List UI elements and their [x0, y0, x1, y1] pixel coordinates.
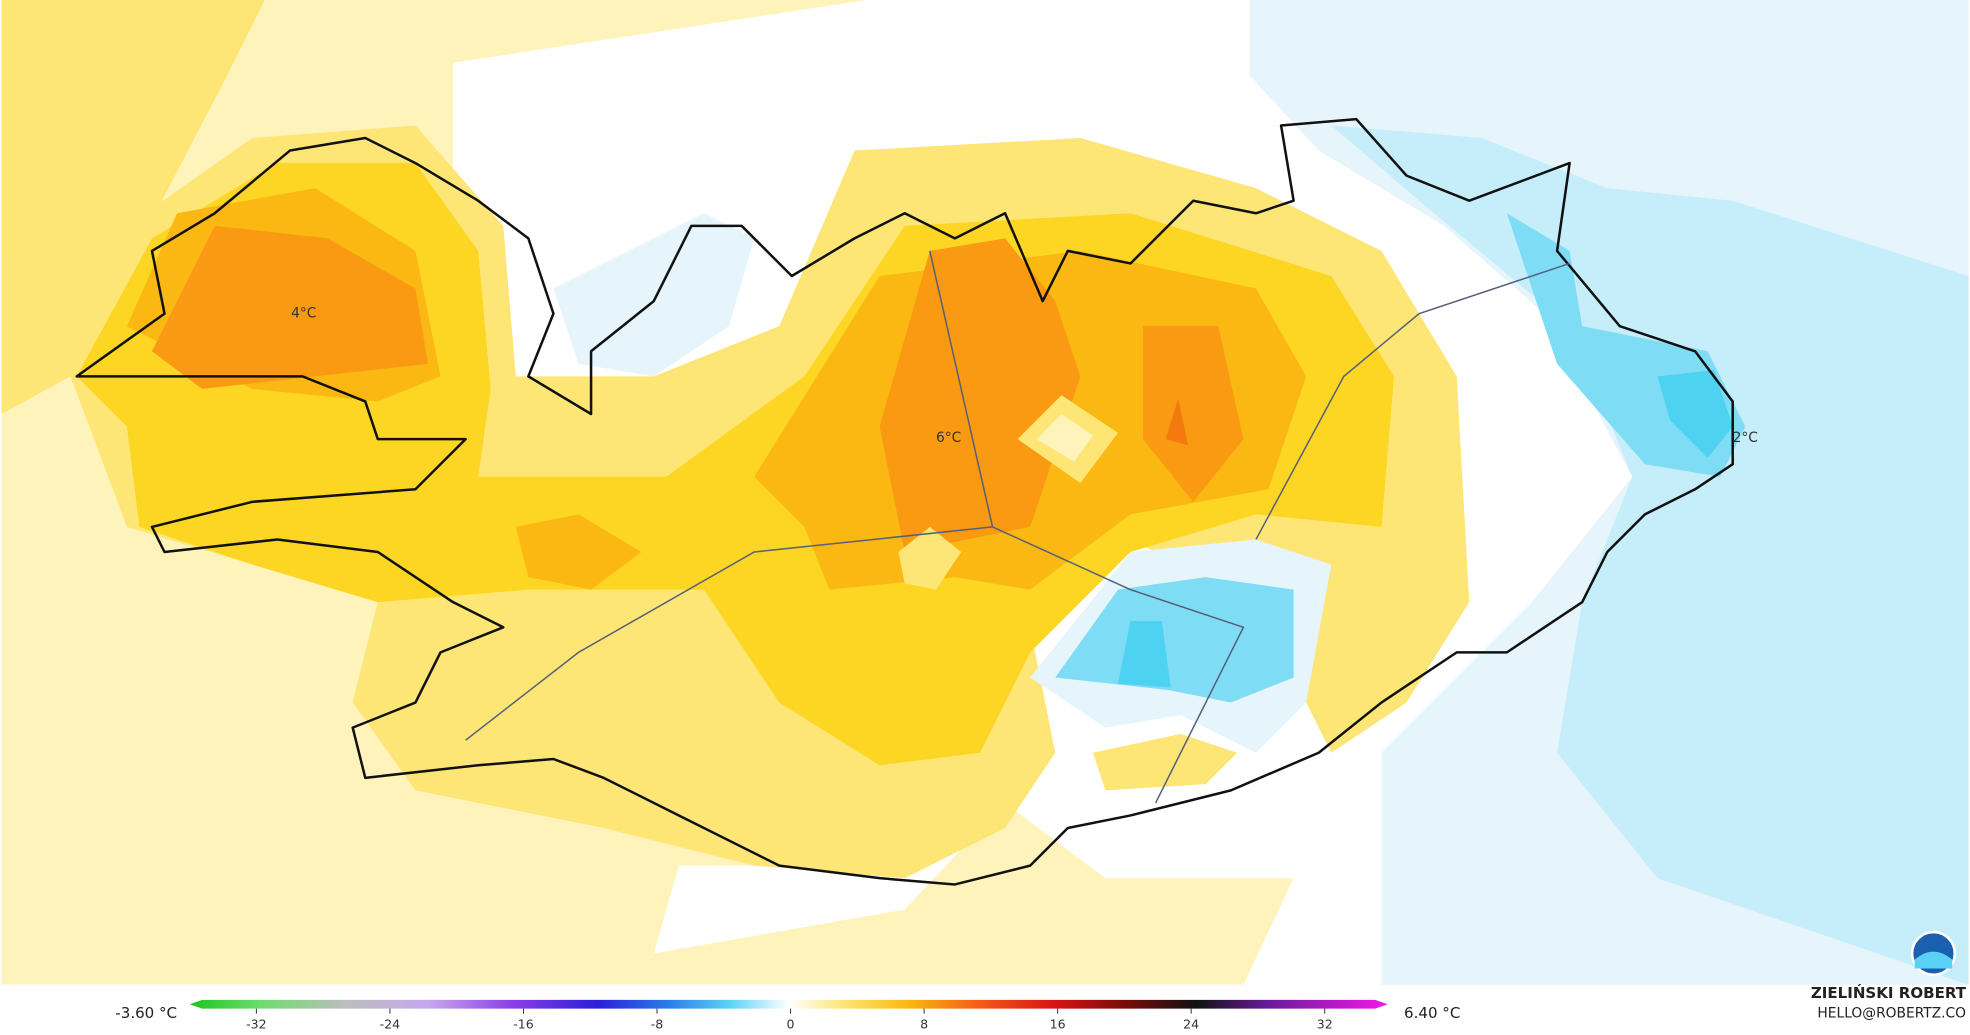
colorbar-tick-label: 32: [1317, 1016, 1333, 1031]
zone-pale-blue: [553, 213, 755, 377]
map-label: 6°C: [936, 430, 961, 446]
zone-light-blue: [1331, 125, 1969, 985]
colorbar-tick-label: -16: [513, 1016, 533, 1031]
zone-dark-orange: [879, 238, 1081, 552]
map-labels: 4°C 6°C 2°C: [291, 306, 1758, 446]
zone-blue: [1055, 577, 1294, 703]
colorbar-tick-label: 8: [920, 1016, 928, 1031]
zone-dark-orange: [1143, 326, 1244, 502]
colorbar-tick-label: -24: [380, 1016, 400, 1031]
colorbar-tick-label: 0: [787, 1016, 795, 1031]
colorbar-ramp: [189, 999, 1388, 1009]
colorbar-tick-label: 24: [1183, 1016, 1199, 1031]
zone-light-blue: [1820, 846, 1934, 935]
footer: [1, 984, 1969, 1035]
logo-wave: [1914, 951, 1953, 969]
zone-dark-orange: [151, 225, 428, 389]
colorbar-min-label: -3.60 °C: [115, 1004, 177, 1022]
zone-cyan: [1657, 370, 1733, 458]
colorbar-max-label: 6.40 °C: [1404, 1004, 1460, 1022]
zone-hot: [1165, 398, 1189, 446]
zone-yellow: [1, 0, 265, 414]
zone-cyan: [1117, 621, 1171, 688]
colorbar: -32 -24 -16 -8 0 8 16 24 32: [189, 999, 1388, 1031]
zone-pale: [1036, 414, 1093, 462]
colorbar-tick-label: 16: [1050, 1016, 1066, 1031]
zone-orange: [515, 514, 642, 590]
map-layer: [1, 0, 1969, 985]
zone-yellow: [898, 526, 962, 590]
border-line: [465, 250, 1570, 804]
credit-email: HELLO@ROBERTZ.CO: [1817, 1006, 1966, 1022]
zone-yellow: [1092, 733, 1238, 791]
map-label: 2°C: [1733, 430, 1758, 446]
coastline: [75, 117, 1734, 886]
colorbar-tick-label: -8: [651, 1016, 664, 1031]
colorbar-tick-label: -32: [246, 1016, 266, 1031]
credit-name: ZIELIŃSKI ROBERT: [1811, 983, 1967, 1002]
map-label: 4°C: [291, 306, 316, 322]
